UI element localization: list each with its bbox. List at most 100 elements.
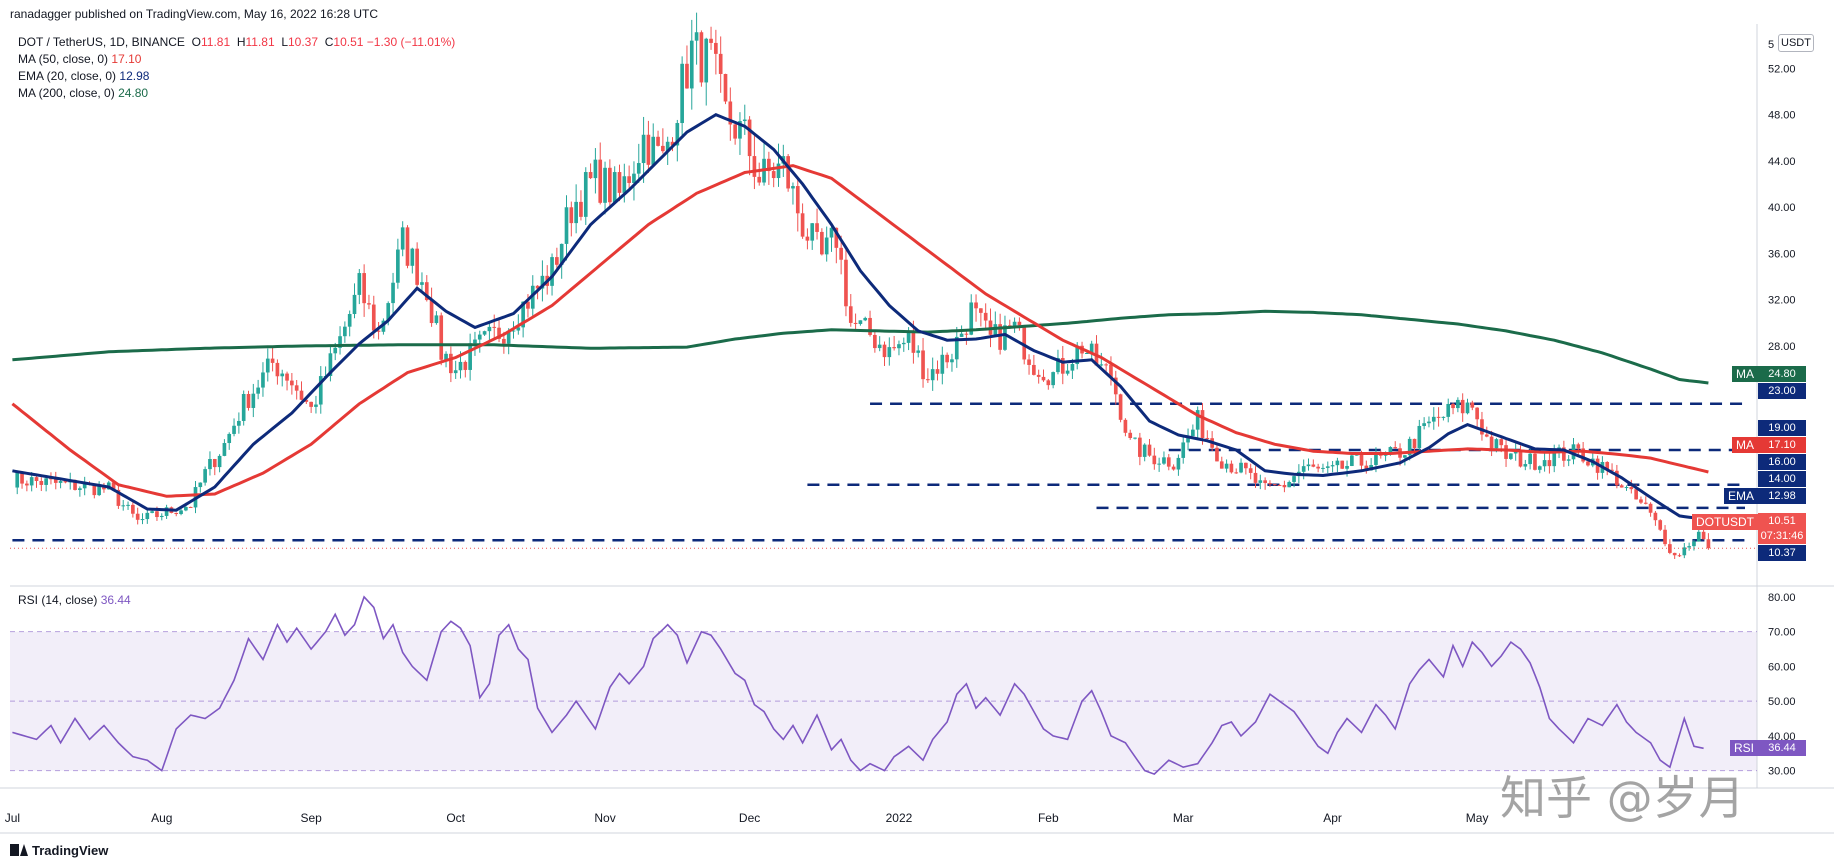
candle [1643,496,1648,505]
candle-body [974,302,978,309]
candle-body [1113,377,1118,395]
candle-body [15,472,20,488]
candle [1234,468,1239,474]
candle-body [954,336,959,360]
candle-body [1301,466,1306,472]
candle-body [636,163,641,174]
candle-body [1181,442,1186,458]
candle [1046,378,1051,390]
candle-body [1696,531,1701,542]
candle [1292,475,1296,488]
candle [487,322,492,343]
candle [1258,474,1263,490]
candle [1692,539,1696,551]
candle [1282,480,1287,493]
candle [810,222,815,250]
candle [1518,445,1523,468]
candle [164,504,169,519]
candle [636,143,641,183]
candle [328,346,333,382]
candle-body [1268,483,1272,485]
candle-body [1219,461,1224,469]
candle-body [29,477,34,486]
ema20-legend[interactable]: EMA (20, close, 0) 12.98 [18,69,150,83]
candle-body [555,257,559,265]
candle-body [1533,453,1537,470]
candle [237,412,241,434]
candle-body [473,339,477,344]
ohlc-close: C10.51 [324,35,364,49]
rsi-tick-label: 80.00 [1768,592,1796,604]
candle-body [386,303,391,321]
candle [135,507,140,525]
ohlc-high: H11.81 [236,35,275,49]
candle [1542,452,1547,472]
candle-body [786,156,790,189]
candle [1229,460,1234,474]
candle-body [1340,460,1345,469]
candle-body [1586,461,1590,466]
candle-body [256,387,260,394]
candle [935,360,940,381]
candle [25,480,29,492]
currency-badge[interactable]: USDT [1778,34,1814,52]
candle-body [1672,552,1677,556]
candle [791,182,795,205]
candle [97,481,101,497]
candle [1181,436,1186,464]
candle-body [1027,359,1031,365]
candle [815,208,819,240]
candle-body [304,399,309,402]
candle-body [1316,466,1320,469]
candle-body [598,159,603,203]
candle [357,269,362,305]
candle-body [376,330,381,332]
candle-body [1046,380,1051,386]
x-tick-label: Aug [151,811,172,825]
candle [1118,393,1123,423]
candle-body [945,354,949,363]
candle-body [1118,394,1123,420]
candle-body [97,485,101,496]
candle-body [1138,437,1142,457]
candle [877,336,882,352]
candle [1113,370,1118,405]
candle-body [1142,444,1147,457]
price-tick-label: 52.00 [1768,63,1796,75]
candle-body [1629,487,1634,490]
candle [805,228,810,250]
candle [593,148,598,194]
candle-body [1451,403,1455,409]
candle [1239,458,1243,474]
candle [954,326,959,368]
candle-body [1162,457,1166,464]
candle [1099,352,1104,367]
rsi-legend[interactable]: RSI (14, close) 36.44 [18,593,131,607]
candle-body [771,171,776,179]
ma50-legend[interactable]: MA (50, close, 0) 17.10 [18,52,142,66]
candle [227,432,232,450]
candle-body [1229,463,1234,473]
candle-body [728,101,733,125]
candle-body [111,482,116,490]
candle [1272,483,1277,486]
candle-body [1504,445,1508,459]
candle [343,321,347,343]
candle [1195,406,1200,439]
candle-body [892,347,896,349]
candle [964,329,969,345]
candle [670,137,675,152]
candle [1696,527,1701,542]
candle-body [1682,547,1687,556]
candle [482,330,487,336]
candle-body [1513,450,1518,454]
candle [608,159,612,209]
candle-body [1619,485,1624,488]
price-tick-label: 5 [1768,39,1774,51]
ma200-legend[interactable]: MA (200, close, 0) 24.80 [18,86,149,100]
candle-body [627,176,631,183]
candle-body [1128,432,1133,439]
price-tick-label: 32.00 [1768,295,1796,307]
candle [800,203,805,239]
